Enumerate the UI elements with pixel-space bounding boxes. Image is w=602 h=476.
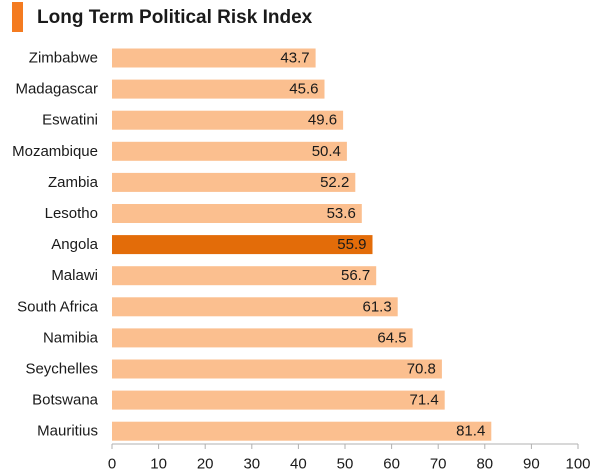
bar-seychelles — [112, 359, 442, 379]
bar-botswana — [112, 390, 445, 410]
category-label-south-africa: South Africa — [17, 298, 99, 315]
data-label-lesotho: 53.6 — [327, 205, 356, 222]
x-tick-label-0: 0 — [108, 456, 116, 473]
data-label-botswana: 71.4 — [409, 392, 438, 409]
data-label-zimbabwe: 43.7 — [280, 50, 309, 67]
category-label-malawi: Malawi — [51, 267, 98, 284]
bar-south-africa — [112, 297, 398, 317]
data-label-seychelles: 70.8 — [407, 361, 436, 378]
category-label-namibia: Namibia — [43, 329, 99, 346]
bar-madagascar — [112, 79, 325, 99]
data-label-madagascar: 45.6 — [289, 81, 318, 98]
data-label-mauritius: 81.4 — [456, 423, 485, 440]
category-label-zambia: Zambia — [48, 174, 99, 191]
bar-malawi — [112, 266, 377, 286]
data-label-malawi: 56.7 — [341, 267, 370, 284]
data-label-eswatini: 49.6 — [308, 112, 337, 129]
category-label-mozambique: Mozambique — [12, 143, 98, 160]
category-label-mauritius: Mauritius — [37, 423, 98, 440]
x-tick-label-70: 70 — [430, 456, 447, 473]
bar-zimbabwe — [112, 48, 316, 68]
data-label-angola: 55.9 — [337, 236, 366, 253]
data-label-zambia: 52.2 — [320, 174, 349, 191]
bar-namibia — [112, 328, 413, 348]
x-tick-label-100: 100 — [565, 456, 590, 473]
x-tick-label-30: 30 — [243, 456, 260, 473]
x-tick-label-40: 40 — [290, 456, 307, 473]
data-label-namibia: 64.5 — [377, 329, 406, 346]
data-label-mozambique: 50.4 — [312, 143, 341, 160]
data-label-south-africa: 61.3 — [362, 298, 391, 315]
category-label-eswatini: Eswatini — [42, 112, 98, 129]
bar-lesotho — [112, 204, 362, 223]
category-label-botswana: Botswana — [32, 392, 99, 409]
x-tick-label-90: 90 — [523, 456, 540, 473]
x-tick-label-50: 50 — [337, 456, 354, 473]
bar-zambia — [112, 172, 356, 192]
bar-eswatini — [112, 110, 344, 130]
category-label-angola: Angola — [51, 236, 98, 253]
category-label-lesotho: Lesotho — [45, 205, 98, 222]
category-label-seychelles: Seychelles — [25, 361, 98, 378]
category-label-madagascar: Madagascar — [15, 81, 98, 98]
title-accent-bar — [12, 2, 23, 32]
x-tick-label-60: 60 — [383, 456, 400, 473]
x-tick-label-20: 20 — [197, 456, 214, 473]
bar-mauritius — [112, 421, 492, 441]
bar-angola — [112, 235, 373, 255]
chart-title: Long Term Political Risk Index — [37, 7, 313, 28]
category-label-zimbabwe: Zimbabwe — [29, 50, 98, 67]
x-tick-label-80: 80 — [476, 456, 493, 473]
bar-mozambique — [112, 141, 347, 161]
x-tick-label-10: 10 — [150, 456, 167, 473]
